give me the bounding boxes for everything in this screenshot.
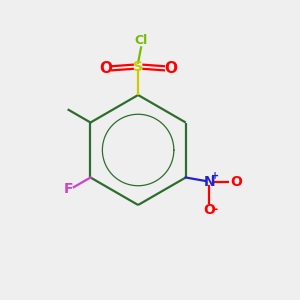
- Text: O: O: [230, 175, 242, 189]
- Text: N: N: [203, 175, 215, 189]
- Text: S: S: [133, 60, 143, 74]
- Text: O: O: [99, 61, 112, 76]
- Text: +: +: [211, 171, 219, 181]
- Text: -: -: [212, 203, 218, 216]
- Text: O: O: [203, 203, 215, 217]
- Text: Cl: Cl: [134, 34, 148, 47]
- Text: F: F: [63, 182, 73, 196]
- Text: O: O: [164, 61, 177, 76]
